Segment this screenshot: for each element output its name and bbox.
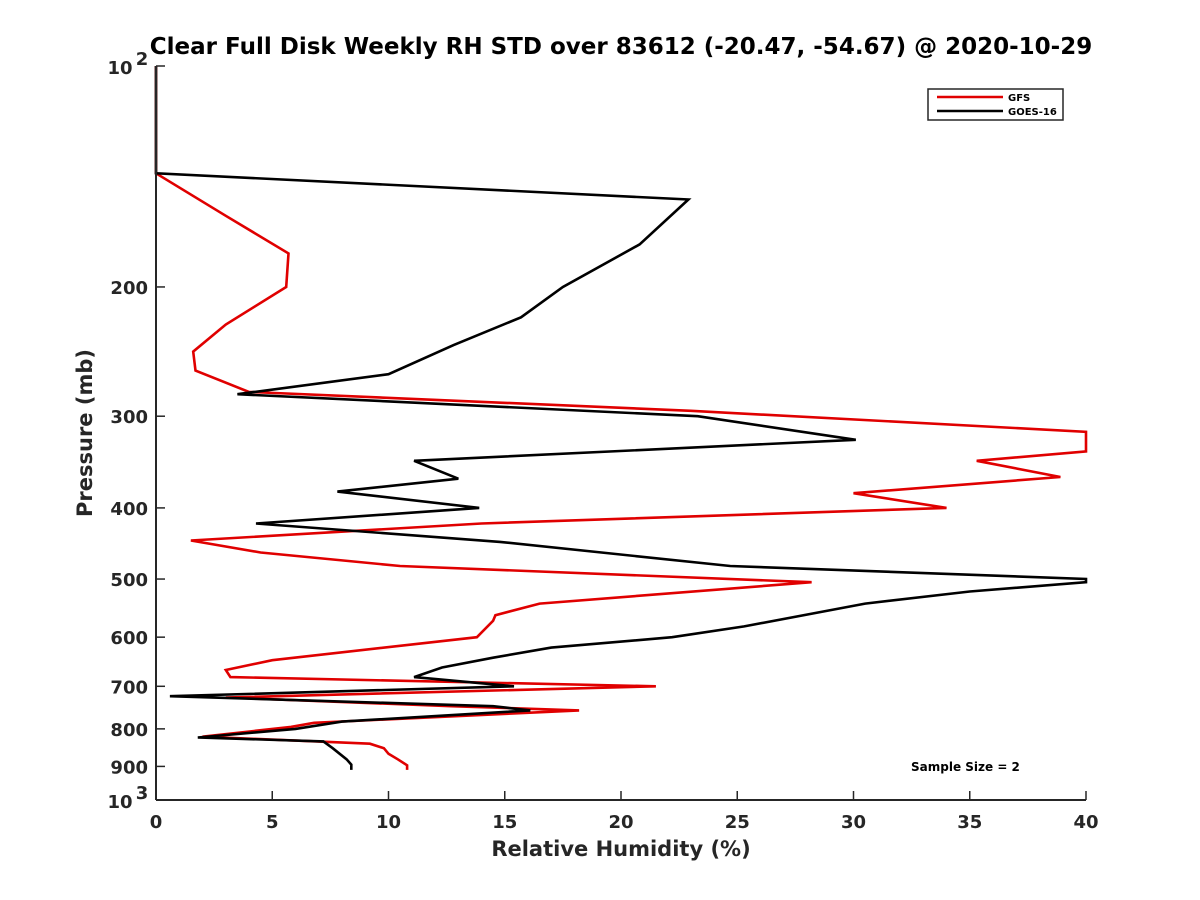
series-line-gfs [154,66,1088,770]
y-tick-label-exponent: 3 [136,783,149,804]
x-tick-label: 20 [608,812,633,833]
y-tick-label: 600 [110,628,148,649]
y-tick-label: 300 [110,407,148,428]
legend-box [927,88,1064,121]
plot-area [156,66,1086,800]
y-axis-label: Pressure (mb) [73,349,97,517]
series-layer [154,66,1088,770]
y-tick-label-exponent: 2 [136,49,149,70]
x-ticks: 0 5 10 15 20 25 30 35 40 [150,791,1099,833]
legend-label-gfs: GFS [1008,93,1030,104]
x-tick-label: 40 [1073,812,1098,833]
y-tick-label: 800 [110,720,148,741]
legend: GFS GOES-16 [927,88,1064,121]
x-tick-label: 5 [266,812,279,833]
x-tick-label: 30 [841,812,866,833]
sample-size-annotation: Sample Size = 2 [911,760,1020,774]
y-tick-label: 400 [110,499,148,520]
x-tick-label: 35 [957,812,982,833]
x-tick-label: 0 [150,812,163,833]
y-tick-label: 10 [107,792,132,813]
x-axis-label: Relative Humidity (%) [491,837,750,861]
y-tick-label: 200 [110,278,148,299]
y-tick-label: 700 [110,677,148,698]
x-tick-label: 25 [725,812,750,833]
y-tick-label: 500 [110,570,148,591]
y-tick-label: 10 [107,58,132,79]
x-tick-label: 10 [376,812,401,833]
x-tick-label: 15 [492,812,517,833]
chart-title: Clear Full Disk Weekly RH STD over 83612… [150,34,1092,60]
y-tick-label: 900 [110,757,148,778]
legend-label-goes16: GOES-16 [1008,107,1057,118]
series-line-goes16 [154,66,1088,770]
